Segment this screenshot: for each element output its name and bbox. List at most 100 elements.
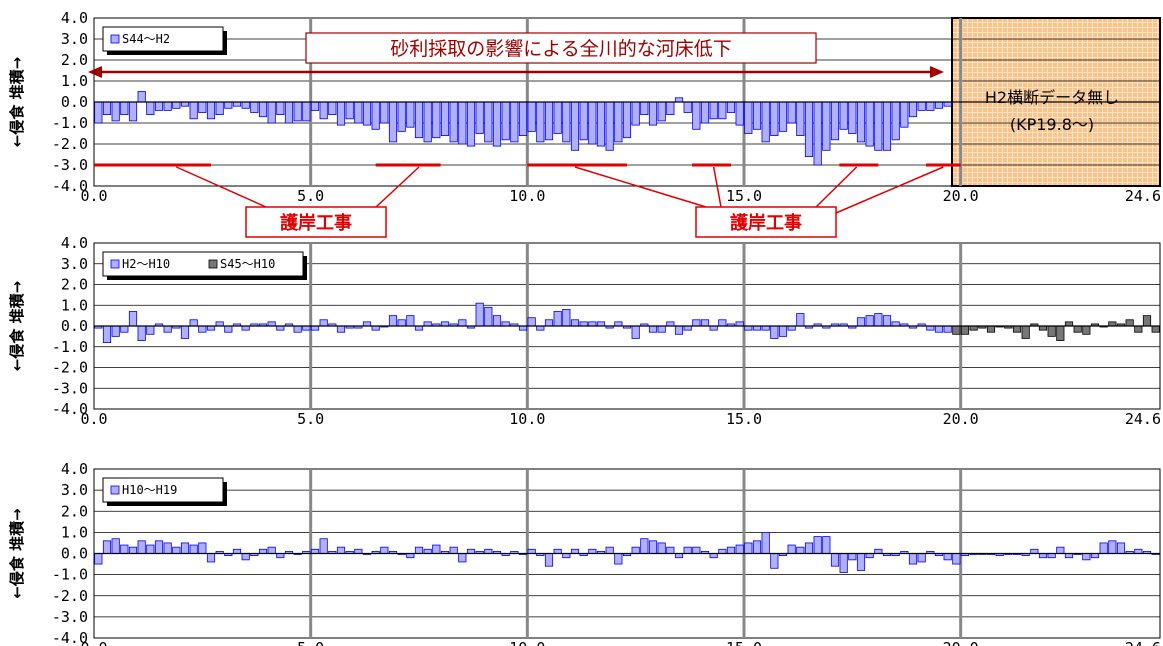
bar [111, 538, 120, 554]
y-tick-label: 0.0 [61, 545, 88, 563]
y-tick-label: -4.0 [52, 400, 88, 418]
leader-line [712, 166, 722, 208]
bar [657, 101, 666, 122]
bar [856, 317, 866, 327]
bar [328, 101, 337, 115]
x-tick-label: 20.0 [943, 187, 979, 205]
x-tick-label: 20.0 [943, 410, 979, 428]
legend-swatch [110, 259, 120, 269]
x-tick-label: 15.0 [726, 410, 762, 428]
bar [406, 101, 415, 128]
arrow-head-left [88, 66, 102, 78]
bar [423, 101, 432, 143]
bar [354, 101, 363, 124]
x-tick-label: 10.0 [509, 187, 545, 205]
bar [882, 315, 892, 327]
bar [544, 101, 554, 141]
x-tick-label: 20.0 [943, 639, 979, 646]
bar [796, 546, 805, 554]
bar [276, 101, 285, 115]
bar [484, 101, 493, 143]
bar [614, 553, 623, 565]
bar [380, 101, 389, 124]
y-tick-label: -3.0 [52, 608, 88, 626]
bar [501, 321, 510, 327]
bar [874, 313, 883, 327]
bar [553, 548, 562, 554]
bar [648, 101, 658, 126]
bar [744, 325, 753, 331]
x-tick-label: 24.6 [1125, 410, 1161, 428]
bar [787, 101, 796, 124]
legend-label: H10～H19 [122, 483, 177, 497]
bar [631, 546, 640, 554]
bar [640, 101, 649, 115]
bar [917, 101, 926, 111]
bar [466, 548, 476, 554]
bar [692, 319, 701, 327]
bar [865, 101, 874, 147]
x-tick-label: 0.0 [80, 639, 107, 646]
bar [128, 101, 138, 122]
bar [856, 101, 866, 143]
legend-box [102, 26, 224, 52]
bar [1021, 325, 1030, 339]
bar [735, 544, 744, 554]
bar [787, 544, 796, 554]
bar [267, 321, 276, 327]
main-label-box [305, 32, 817, 64]
legend-swatch [110, 485, 120, 495]
bar [163, 101, 172, 111]
y-tick-label: 4.0 [61, 460, 88, 478]
leader-line [176, 166, 267, 208]
bar [1125, 319, 1134, 327]
bar [397, 101, 406, 132]
bar [449, 546, 458, 554]
bar [319, 319, 328, 327]
bar [1099, 542, 1108, 554]
bar [1082, 553, 1091, 561]
bar [128, 546, 138, 554]
bar [492, 315, 502, 327]
bar [570, 319, 580, 327]
bar [865, 315, 874, 327]
bar [258, 101, 268, 118]
bar [614, 321, 623, 327]
bar [146, 101, 155, 115]
y-tick-label: -4.0 [52, 177, 88, 195]
bar [666, 101, 675, 115]
bar [813, 536, 822, 554]
bar [804, 542, 814, 554]
bar [891, 101, 900, 141]
bar [752, 325, 762, 331]
y-tick-label: 1.0 [61, 523, 88, 541]
bank-work-label-left: 護岸工事 [280, 212, 352, 234]
bar [1047, 325, 1056, 337]
main-label: 砂利採取の影響による全川的な河床低下 [390, 38, 731, 60]
bar [839, 553, 848, 573]
bar [163, 542, 172, 554]
y-tick-label: 1.0 [61, 72, 88, 90]
bar [345, 101, 354, 120]
bar [648, 325, 658, 333]
bar [943, 553, 952, 561]
bar [94, 553, 103, 565]
bar [856, 553, 866, 571]
bar [692, 546, 701, 554]
bar [310, 548, 320, 554]
bar [475, 101, 484, 134]
bar [1056, 546, 1065, 554]
bar [406, 315, 415, 327]
bar [796, 101, 805, 136]
bar [388, 315, 398, 327]
bar [761, 531, 770, 554]
bar [484, 548, 493, 554]
bar [163, 325, 172, 333]
bar [648, 540, 658, 554]
bar [744, 542, 753, 554]
y-axis-label: ←侵食 堆積→ [8, 508, 26, 598]
bar [189, 319, 198, 327]
y-tick-label: -3.0 [52, 156, 88, 174]
x-tick-label: 5.0 [297, 639, 324, 646]
